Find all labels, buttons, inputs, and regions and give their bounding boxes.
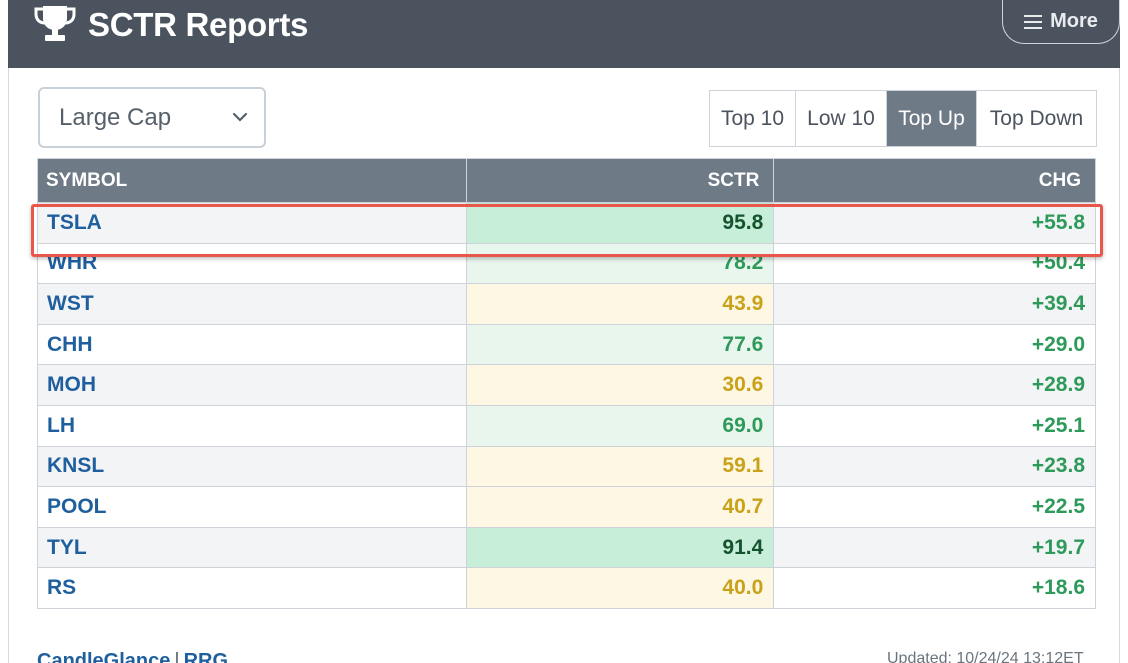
- report-tabs: Top 10 Low 10 Top Up Top Down: [709, 90, 1097, 147]
- trophy-icon: [34, 6, 76, 41]
- footer-separator: |: [174, 650, 180, 663]
- chg-cell: +50.4: [773, 242, 1096, 285]
- column-header-chg[interactable]: CHG: [773, 158, 1096, 203]
- chg-cell: +18.6: [773, 567, 1096, 609]
- table-row[interactable]: POOL 40.7 +22.5: [37, 486, 1096, 528]
- chevron-down-icon: [232, 112, 248, 122]
- table-row[interactable]: LH 69.0 +25.1: [37, 404, 1096, 447]
- tab-top-10[interactable]: Top 10: [710, 91, 796, 146]
- candleglance-link[interactable]: CandleGlance: [37, 650, 171, 663]
- page-title: SCTR Reports: [88, 6, 309, 43]
- sctr-cell: 59.1: [465, 445, 775, 488]
- rrg-link[interactable]: RRG: [183, 650, 229, 663]
- chg-cell: +29.0: [773, 323, 1096, 366]
- table-row[interactable]: CHH 77.6 +29.0: [37, 323, 1096, 366]
- sctr-cell: 40.0: [465, 567, 775, 609]
- table-row[interactable]: TSLA 95.8 +55.8: [37, 202, 1096, 244]
- footer-links: CandleGlance | RRG: [37, 650, 228, 663]
- table-row[interactable]: RS 40.0 +18.6: [37, 567, 1096, 609]
- tab-top-up[interactable]: Top Up: [887, 91, 977, 146]
- tab-top-down[interactable]: Top Down: [977, 91, 1096, 146]
- sctr-cell: 78.2: [465, 242, 775, 285]
- chg-cell: +22.5: [773, 486, 1096, 528]
- table-row[interactable]: MOH 30.6 +28.9: [37, 364, 1096, 406]
- symbol-cell[interactable]: WST: [37, 283, 467, 325]
- symbol-cell[interactable]: CHH: [37, 323, 467, 366]
- sctr-cell: 77.6: [465, 323, 775, 366]
- chg-cell: +28.9: [773, 364, 1096, 406]
- updated-timestamp: Updated: 10/24/24 13:12ET: [887, 650, 1084, 663]
- symbol-cell[interactable]: MOH: [37, 364, 467, 406]
- column-header-sctr[interactable]: SCTR: [465, 158, 775, 203]
- chg-cell: +39.4: [773, 283, 1096, 325]
- symbol-cell[interactable]: WHR: [37, 242, 467, 285]
- table-row[interactable]: KNSL 59.1 +23.8: [37, 445, 1096, 488]
- page-header: SCTR Reports More: [8, 0, 1120, 68]
- more-menu-button[interactable]: More: [1002, 0, 1120, 44]
- column-header-symbol[interactable]: SYMBOL: [37, 158, 467, 203]
- symbol-cell[interactable]: KNSL: [37, 445, 467, 488]
- symbol-cell[interactable]: POOL: [37, 486, 467, 528]
- chg-cell: +25.1: [773, 404, 1096, 447]
- sctr-cell: 91.4: [465, 526, 775, 569]
- symbol-cell[interactable]: TYL: [37, 526, 467, 569]
- sctr-cell: 69.0: [465, 404, 775, 447]
- sctr-cell: 30.6: [465, 364, 775, 406]
- symbol-cell[interactable]: LH: [37, 404, 467, 447]
- market-cap-select[interactable]: Large Cap: [38, 87, 266, 148]
- symbol-cell[interactable]: TSLA: [37, 202, 467, 244]
- tab-low-10[interactable]: Low 10: [796, 91, 887, 146]
- table-row[interactable]: WHR 78.2 +50.4: [37, 242, 1096, 285]
- symbol-cell[interactable]: RS: [37, 567, 467, 609]
- sctr-cell: 95.8: [465, 202, 775, 244]
- table-row[interactable]: WST 43.9 +39.4: [37, 283, 1096, 325]
- sctr-table: SYMBOL SCTR CHG TSLA 95.8 +55.8 WHR 78.2 +50.…: [37, 158, 1096, 609]
- table-header-row: SYMBOL SCTR CHG: [37, 158, 1096, 203]
- sctr-cell: 40.7: [465, 486, 775, 528]
- chg-cell: +23.8: [773, 445, 1096, 488]
- table-row[interactable]: TYL 91.4 +19.7: [37, 526, 1096, 569]
- sctr-cell: 43.9: [465, 283, 775, 325]
- hamburger-icon: [1024, 14, 1043, 29]
- more-label: More: [1050, 10, 1098, 32]
- chg-cell: +55.8: [773, 202, 1096, 244]
- market-cap-value: Large Cap: [59, 103, 172, 131]
- chg-cell: +19.7: [773, 526, 1096, 569]
